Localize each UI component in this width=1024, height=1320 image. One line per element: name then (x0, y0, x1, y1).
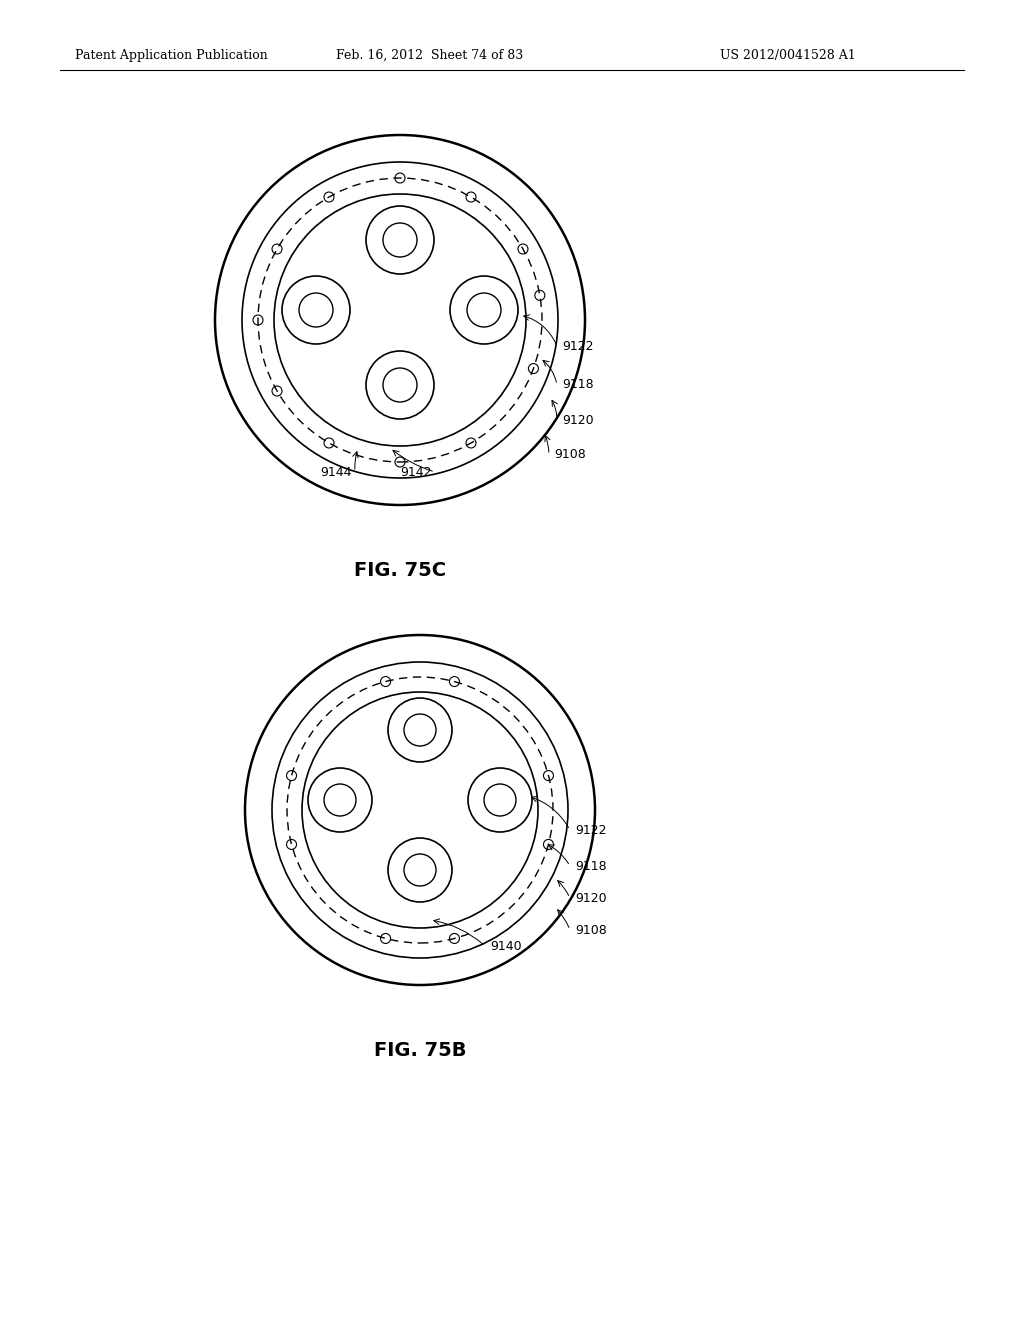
Text: 9120: 9120 (562, 413, 594, 426)
Text: US 2012/0041528 A1: US 2012/0041528 A1 (720, 49, 856, 62)
Text: 9118: 9118 (562, 379, 594, 392)
Text: 9122: 9122 (562, 339, 594, 352)
Text: FIG. 75C: FIG. 75C (354, 561, 446, 579)
Text: 9120: 9120 (575, 891, 606, 904)
Text: FIG. 75B: FIG. 75B (374, 1040, 466, 1060)
Text: Patent Application Publication: Patent Application Publication (75, 49, 267, 62)
Text: 9108: 9108 (575, 924, 607, 936)
Text: 9122: 9122 (575, 824, 606, 837)
Text: Feb. 16, 2012  Sheet 74 of 83: Feb. 16, 2012 Sheet 74 of 83 (336, 49, 523, 62)
Text: 9140: 9140 (490, 940, 521, 953)
Text: 9108: 9108 (554, 449, 586, 462)
Text: 9142: 9142 (400, 466, 431, 479)
Text: 9118: 9118 (575, 859, 606, 873)
Text: 9144: 9144 (319, 466, 351, 479)
